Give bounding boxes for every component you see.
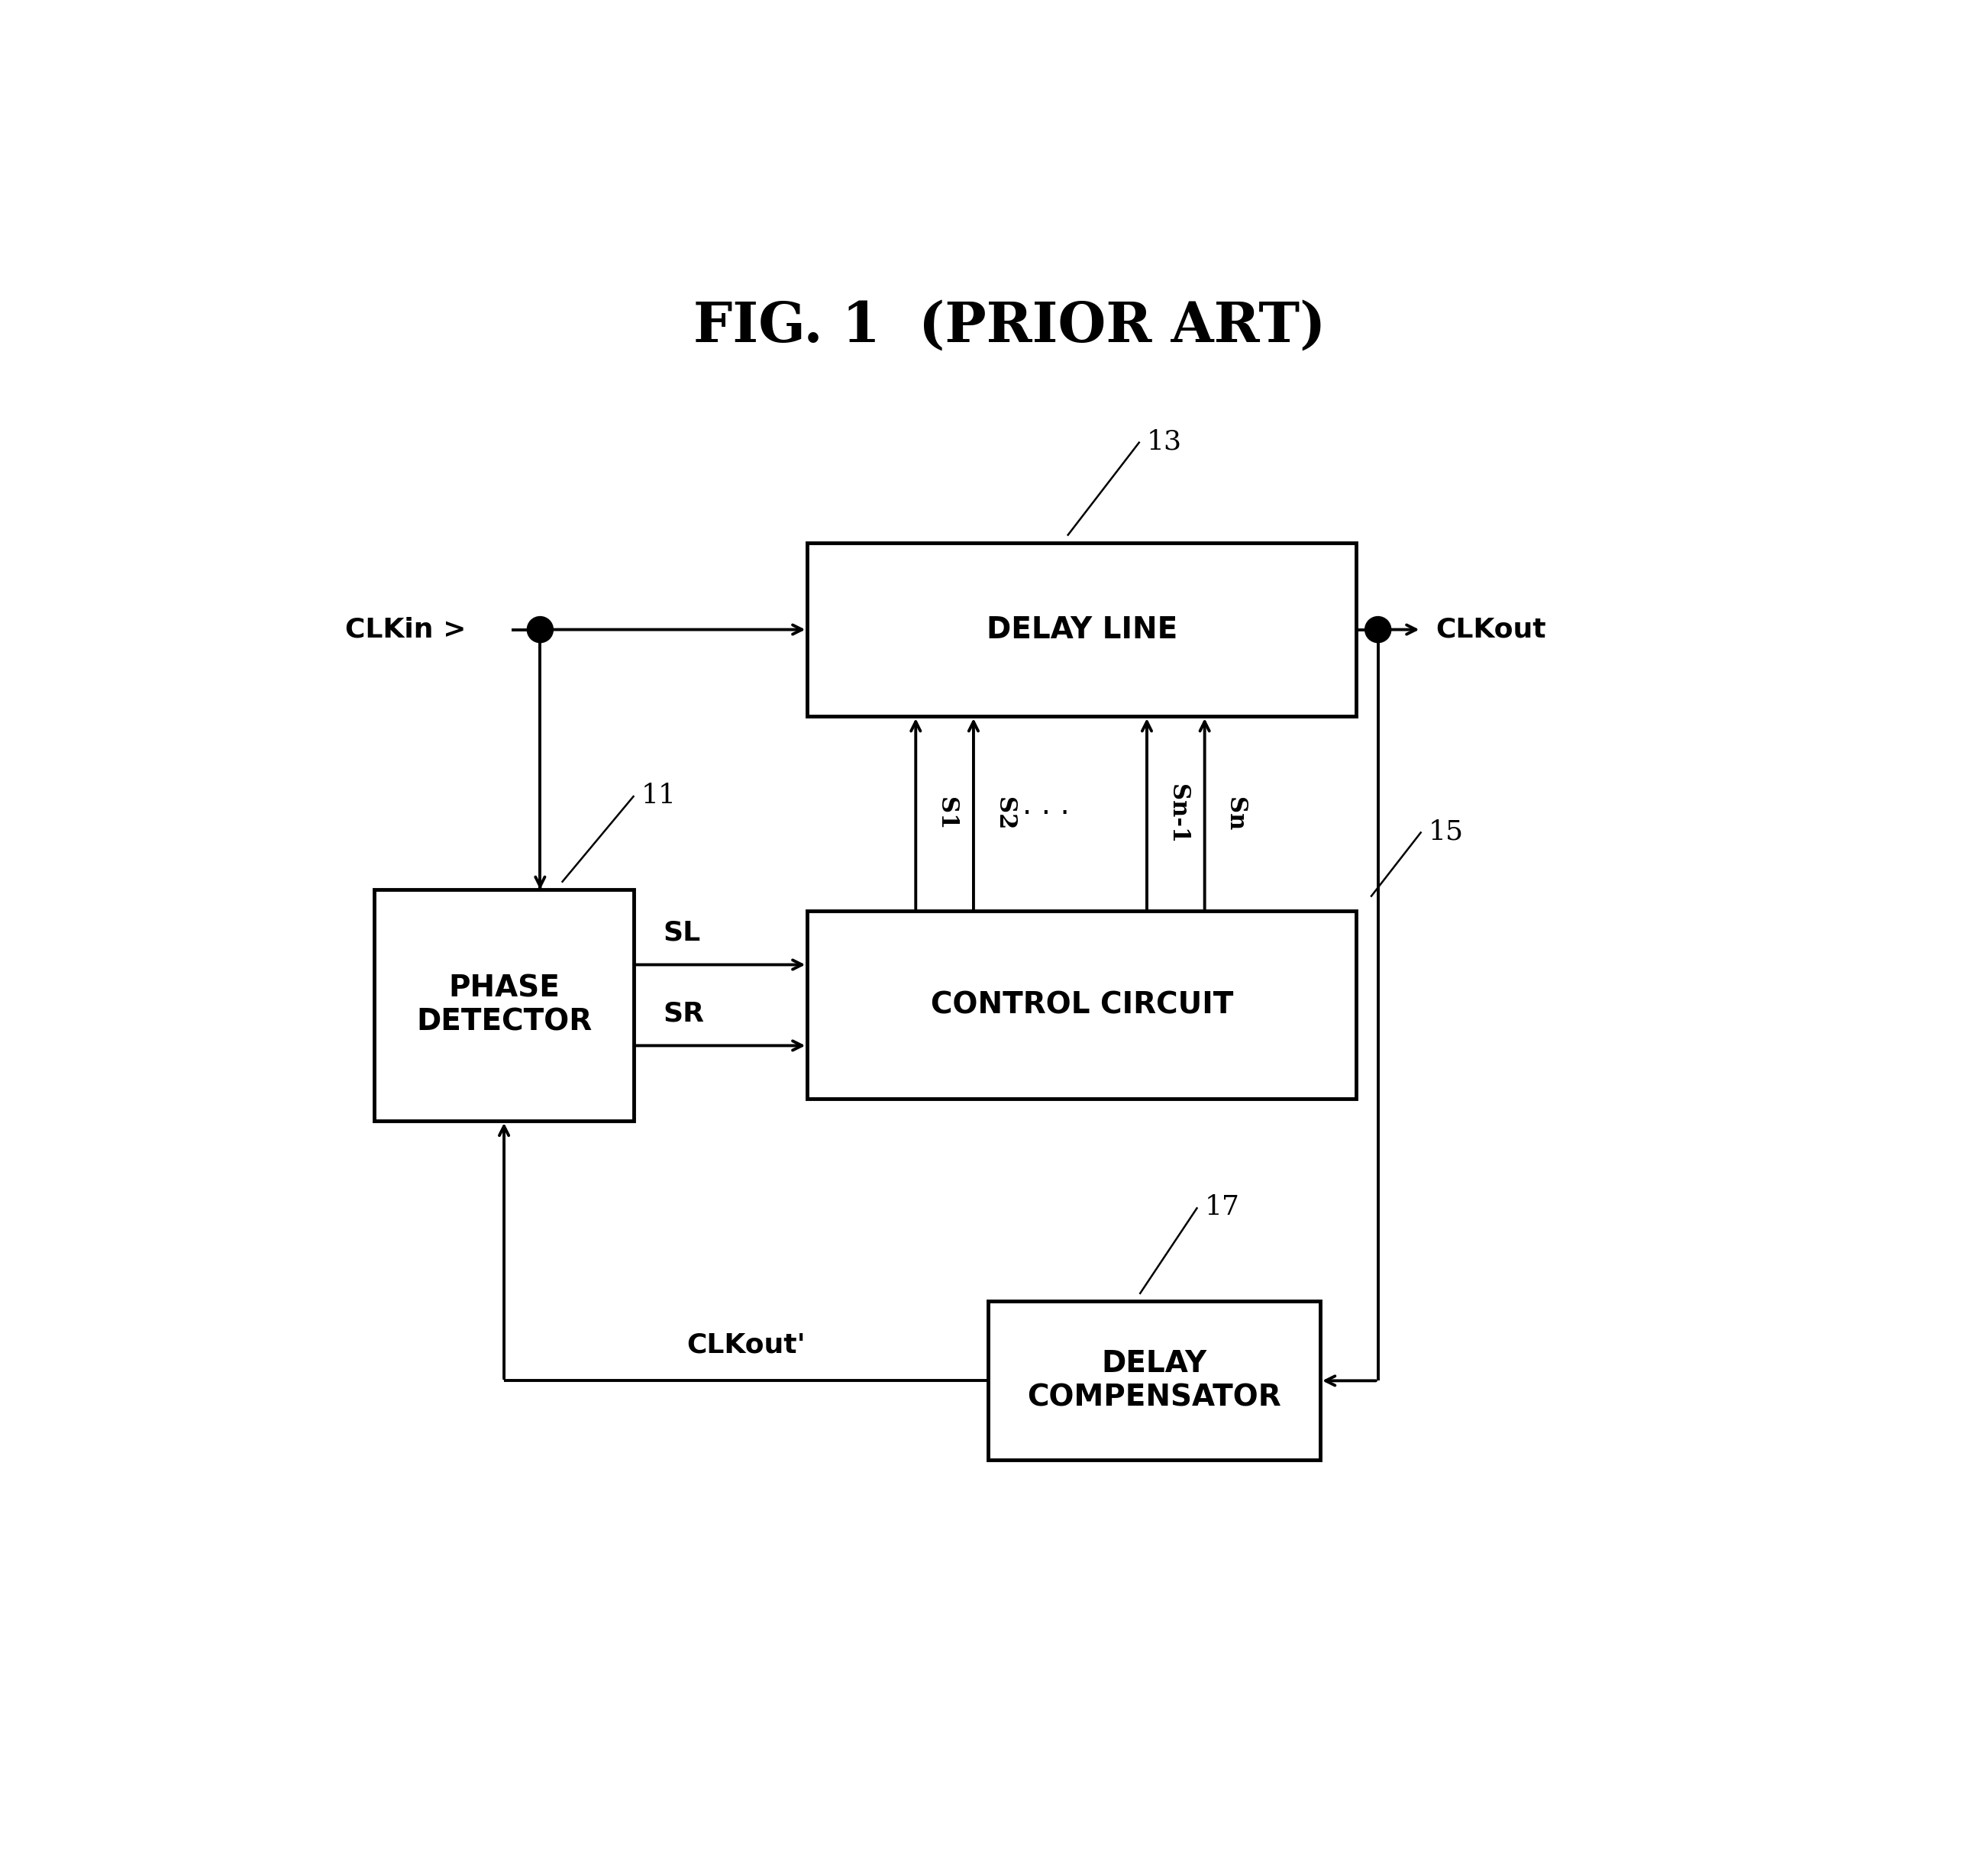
- Circle shape: [528, 617, 554, 643]
- Text: CLKout: CLKout: [1436, 617, 1546, 643]
- Text: SR: SR: [664, 1002, 703, 1026]
- Bar: [989, 1302, 1320, 1460]
- Text: Sn: Sn: [1223, 797, 1247, 831]
- Text: 15: 15: [1428, 818, 1464, 844]
- Text: CLKout': CLKout': [686, 1332, 806, 1358]
- Text: DELAY
COMPENSATOR: DELAY COMPENSATOR: [1026, 1349, 1280, 1413]
- Bar: [808, 912, 1355, 1099]
- Text: · · ·: · · ·: [1022, 799, 1070, 829]
- Text: PHASE
DETECTOR: PHASE DETECTOR: [416, 974, 591, 1036]
- Text: DELAY LINE: DELAY LINE: [987, 615, 1178, 643]
- Text: Sn-1: Sn-1: [1166, 784, 1190, 844]
- Circle shape: [1365, 617, 1391, 643]
- Text: S2: S2: [993, 797, 1017, 831]
- Text: S1: S1: [934, 797, 957, 831]
- Text: SL: SL: [664, 919, 701, 946]
- Text: CLKin >: CLKin >: [345, 617, 467, 643]
- Bar: [374, 889, 634, 1120]
- Text: 13: 13: [1147, 430, 1182, 454]
- Text: FIG. 1  (PRIOR ART): FIG. 1 (PRIOR ART): [693, 298, 1326, 353]
- Text: 11: 11: [642, 782, 676, 809]
- Bar: [808, 542, 1355, 717]
- Text: 17: 17: [1204, 1195, 1239, 1221]
- Text: CONTROL CIRCUIT: CONTROL CIRCUIT: [930, 991, 1233, 1021]
